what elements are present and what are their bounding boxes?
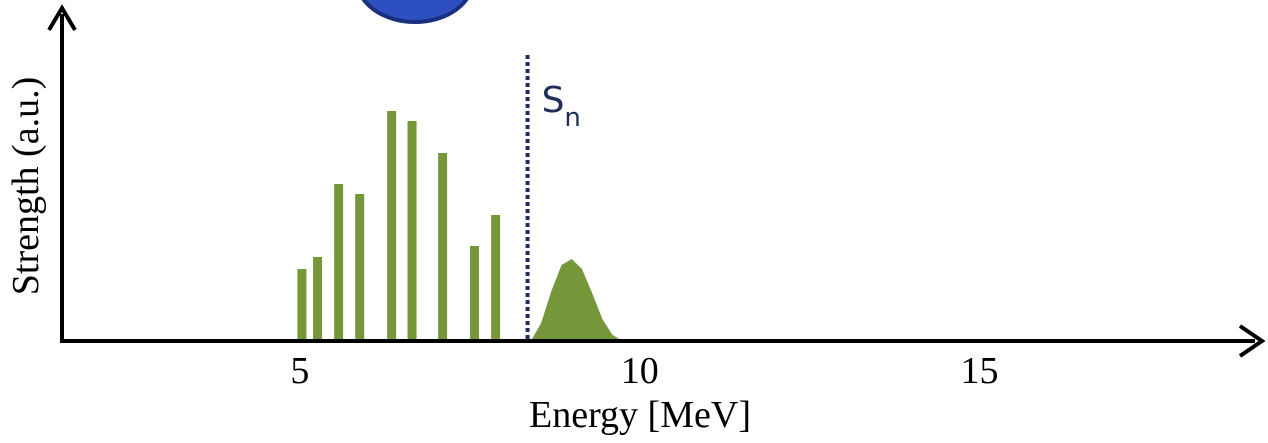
- y-axis-arrow: [47, 4, 77, 32]
- x-tick-label: 5: [290, 350, 309, 392]
- decorative-sphere: [361, 0, 469, 24]
- threshold-symbol: S: [542, 80, 565, 121]
- y-axis-label: Strength (a.u.): [5, 77, 47, 295]
- bar: [470, 246, 480, 341]
- peak-area: [530, 259, 623, 341]
- x-tick-label: 10: [621, 350, 659, 392]
- bar: [438, 153, 448, 341]
- bar: [334, 184, 344, 341]
- bar: [297, 269, 307, 341]
- plot-area: [297, 111, 623, 341]
- bar: [313, 257, 323, 341]
- bar: [387, 111, 397, 341]
- x-axis-arrow: [1238, 324, 1266, 358]
- bar: [491, 215, 501, 341]
- threshold-subscript: n: [564, 103, 580, 133]
- x-axis-label: Energy [MeV]: [529, 394, 751, 436]
- threshold-label: Sn: [542, 80, 581, 133]
- bar: [407, 121, 417, 341]
- x-tick-label: 15: [961, 350, 999, 392]
- bar: [355, 194, 365, 341]
